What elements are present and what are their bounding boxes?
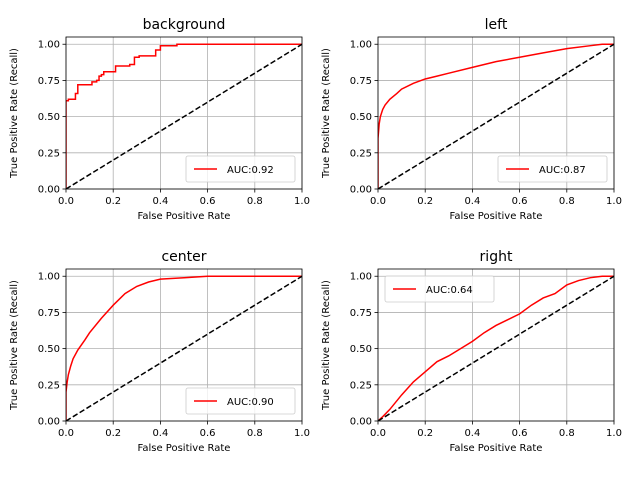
x-tick-label: 0.2	[417, 196, 433, 207]
axes-frame	[377, 268, 615, 422]
x-tick-label: 0.8	[247, 428, 263, 439]
x-tick-label: 0.2	[417, 428, 433, 439]
y-tick-label: 1.00	[350, 272, 372, 283]
x-tick-label: 0.2	[105, 428, 121, 439]
y-axis-label: True Positive Rate (Recall)	[9, 280, 20, 411]
y-tick-label: 0.50	[350, 112, 372, 123]
x-tick-label: 0.2	[105, 196, 121, 207]
y-tick-label: 0.50	[350, 344, 372, 355]
x-tick-label: 0.6	[200, 428, 216, 439]
chance-diagonal-line	[378, 43, 614, 189]
y-tick-label: 1.00	[38, 272, 60, 283]
legend: AUC:0.64	[384, 275, 495, 303]
subplot-title: center	[161, 249, 206, 265]
roc-curve-line	[378, 275, 614, 421]
legend-label: AUC:0.87	[539, 165, 586, 176]
y-tick-label: 0.50	[38, 112, 60, 123]
roc-curve-line	[66, 275, 302, 421]
legend-box	[185, 387, 296, 415]
x-tick-label: 0.0	[370, 196, 386, 207]
x-tick-label: 0.4	[464, 428, 480, 439]
x-tick-label: 0.4	[464, 196, 480, 207]
x-axis-label: False Positive Rate	[138, 211, 231, 222]
y-tick-label: 0.00	[38, 417, 60, 428]
y-tick-label: 0.75	[38, 308, 60, 319]
chance-diagonal-line	[66, 275, 302, 421]
x-axis-label: False Positive Rate	[450, 443, 543, 454]
x-axis-label: False Positive Rate	[450, 211, 543, 222]
roc-curve-line	[378, 43, 614, 189]
subplot-left: 0.0 0.2 0.4 0.6 0.8 1.0 0.00 0.25 0.50 0.75 1.00 le…	[321, 17, 622, 222]
legend-box	[185, 155, 296, 183]
subplot-title: right	[480, 249, 513, 265]
x-tick-label: 0.8	[559, 196, 575, 207]
subplot-right: 0.0 0.2 0.4 0.6 0.8 1.0 0.00 0.25 0.50 0.75 1.00 ri…	[321, 249, 622, 454]
y-tick-label: 0.25	[350, 148, 372, 159]
chance-diagonal-line	[378, 275, 614, 421]
x-tick-label: 0.0	[58, 428, 74, 439]
legend-label: AUC:0.90	[227, 397, 274, 408]
y-tick-label: 0.00	[350, 417, 372, 428]
y-axis-label: True Positive Rate (Recall)	[321, 48, 332, 179]
y-tick-label: 0.00	[350, 185, 372, 196]
x-tick-label: 1.0	[294, 428, 310, 439]
legend: AUC:0.90	[185, 387, 296, 415]
subplot-background: 0.0 0.2 0.4 0.6 0.8 1.0 0.00 0.25 0.50 0.75 1.00 ba…	[9, 17, 310, 222]
axes-frame	[65, 268, 303, 422]
x-axis-label: False Positive Rate	[138, 443, 231, 454]
x-tick-label: 0.4	[152, 196, 168, 207]
y-tick-label: 0.25	[38, 148, 60, 159]
legend-label: AUC:0.64	[426, 285, 473, 296]
legend-label: AUC:0.92	[227, 165, 274, 176]
y-tick-label: 0.75	[350, 76, 372, 87]
x-tick-label: 0.8	[247, 196, 263, 207]
y-axis-label: True Positive Rate (Recall)	[9, 48, 20, 179]
y-tick-label: 0.75	[350, 308, 372, 319]
y-tick-label: 1.00	[350, 40, 372, 51]
subplot-center: 0.0 0.2 0.4 0.6 0.8 1.0 0.00 0.25 0.50 0.75 1.00 ce…	[9, 249, 310, 454]
x-tick-label: 0.8	[559, 428, 575, 439]
y-tick-label: 0.00	[38, 185, 60, 196]
x-tick-label: 0.0	[58, 196, 74, 207]
x-tick-label: 0.6	[200, 196, 216, 207]
x-tick-label: 1.0	[606, 196, 622, 207]
y-axis-label: True Positive Rate (Recall)	[321, 280, 332, 411]
x-tick-label: 1.0	[294, 196, 310, 207]
subplot-title: left	[485, 17, 508, 33]
axes-frame	[377, 36, 615, 190]
x-tick-label: 0.4	[152, 428, 168, 439]
subplot-title: background	[143, 17, 226, 33]
chance-diagonal-line	[66, 43, 302, 189]
x-tick-label: 0.0	[370, 428, 386, 439]
x-tick-label: 0.6	[512, 196, 528, 207]
roc-curve-line	[66, 43, 302, 189]
y-tick-label: 0.25	[38, 380, 60, 391]
y-tick-label: 0.25	[350, 380, 372, 391]
axes-frame	[65, 36, 303, 190]
x-tick-label: 1.0	[606, 428, 622, 439]
legend: AUC:0.92	[185, 155, 296, 183]
legend-box	[497, 155, 608, 183]
y-tick-label: 0.50	[38, 344, 60, 355]
y-tick-label: 0.75	[38, 76, 60, 87]
legend: AUC:0.87	[497, 155, 608, 183]
x-tick-label: 0.6	[512, 428, 528, 439]
y-tick-label: 1.00	[38, 40, 60, 51]
legend-box	[384, 275, 495, 303]
